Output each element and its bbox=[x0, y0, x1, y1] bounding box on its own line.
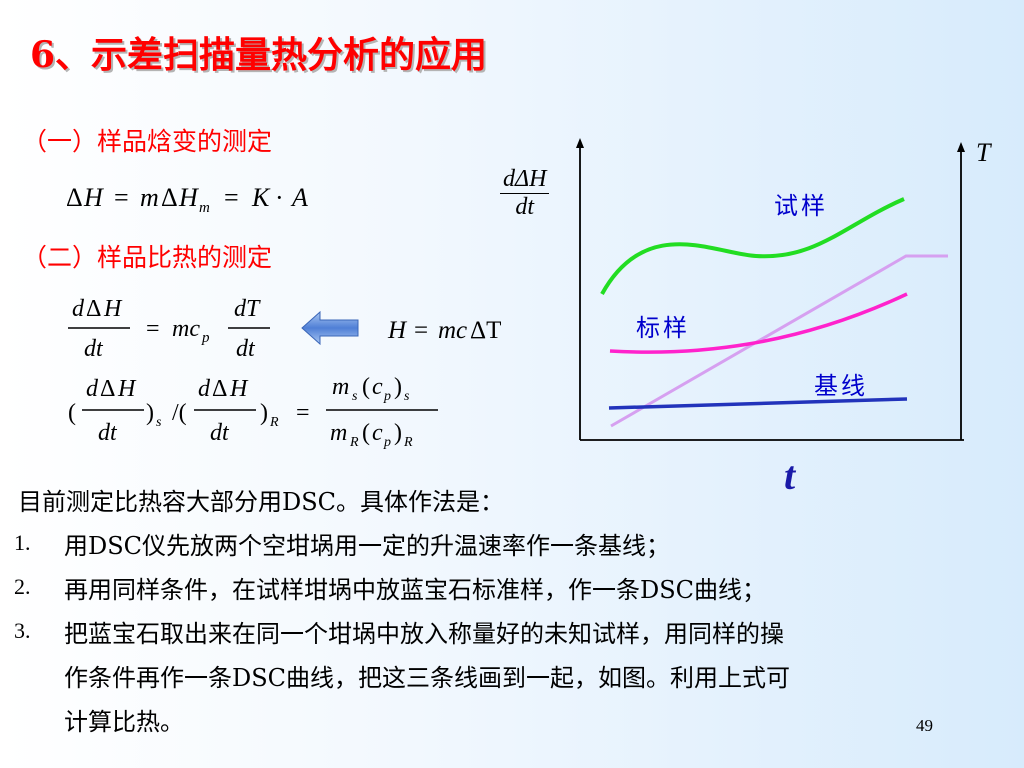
svg-text:s: s bbox=[156, 415, 162, 430]
svg-text:dt: dt bbox=[84, 336, 104, 362]
svg-text:dT: dT bbox=[234, 296, 261, 322]
equation-ratio-graphic: ( d Δ H dt ) s /( d Δ H dt ) R = m s ( c… bbox=[68, 374, 438, 450]
svg-text:m: m bbox=[330, 420, 347, 446]
svg-text:H: H bbox=[117, 376, 137, 402]
svg-text:s: s bbox=[352, 389, 358, 404]
svg-text:·: · bbox=[275, 183, 284, 212]
svg-text:m: m bbox=[332, 374, 349, 400]
svg-text:=: = bbox=[224, 183, 239, 212]
step-text-continued: 计算比热。 bbox=[64, 708, 184, 736]
svg-text:(: ( bbox=[362, 420, 370, 446]
svg-text:mc: mc bbox=[438, 317, 467, 344]
svg-text:Δ: Δ bbox=[66, 183, 83, 212]
svg-text:dt: dt bbox=[236, 336, 256, 362]
svg-text:Δ: Δ bbox=[100, 376, 115, 402]
svg-text:): ) bbox=[146, 400, 154, 426]
step-text: 把蓝宝石取出来在同一个坩埚中放入称量好的未知试样，用同样的操 bbox=[64, 620, 784, 648]
y-axis-right-arrow-icon bbox=[957, 142, 965, 152]
page-number: 49 bbox=[916, 716, 933, 735]
equation-ratio: ( d Δ H dt ) s /( d Δ H dt ) R = m s ( c… bbox=[64, 370, 454, 464]
curve-label-standard: 标样 bbox=[636, 314, 690, 342]
svg-text:m: m bbox=[199, 200, 210, 216]
svg-text:R: R bbox=[269, 415, 279, 430]
intro-text: 目前测定比热容大部分用DSC。具体作法是： bbox=[18, 488, 505, 516]
left-arrow-icon bbox=[300, 310, 362, 350]
equation-enthalpy-graphic: Δ H = m Δ H m = K · A bbox=[66, 183, 308, 216]
svg-text:H: H bbox=[229, 376, 249, 402]
svg-text:Δ: Δ bbox=[86, 296, 101, 322]
svg-text:H: H bbox=[103, 296, 123, 322]
step-text: 用DSC仪先放两个空坩埚用一定的升温速率作一条基线； bbox=[64, 532, 671, 560]
svg-text:): ) bbox=[394, 420, 402, 446]
svg-text:Δ: Δ bbox=[212, 376, 227, 402]
svg-text:(: ( bbox=[68, 400, 76, 426]
svg-text:=: = bbox=[146, 316, 160, 342]
svg-text:ΔT: ΔT bbox=[470, 317, 501, 344]
step-text: 再用同样条件，在试样坩埚中放蓝宝石标准样，作一条DSC曲线； bbox=[64, 576, 767, 604]
svg-text:R: R bbox=[349, 435, 359, 450]
svg-text:/(: /( bbox=[172, 400, 187, 426]
svg-text:c: c bbox=[372, 374, 383, 400]
step-number: 3. bbox=[14, 618, 31, 643]
svg-text:R: R bbox=[403, 435, 413, 450]
dsc-curves-diagram bbox=[496, 134, 996, 498]
step-number: 1. bbox=[14, 530, 31, 555]
page-title: 6、示差扫描量热分析的应用 bbox=[30, 34, 488, 76]
svg-text:c: c bbox=[372, 420, 383, 446]
svg-text:A: A bbox=[290, 183, 308, 212]
svg-text:d: d bbox=[198, 376, 211, 402]
svg-text:p: p bbox=[383, 435, 391, 450]
svg-text:Δ: Δ bbox=[161, 183, 178, 212]
temperature-line bbox=[610, 254, 948, 428]
svg-text:=: = bbox=[114, 183, 129, 212]
y-axis-left-label-num: dΔH bbox=[500, 166, 550, 194]
equation-heat-simple: H = mc ΔT bbox=[386, 312, 546, 354]
step-number: 2. bbox=[14, 574, 31, 599]
svg-text:): ) bbox=[260, 400, 268, 426]
y-axis-left-arrow-icon bbox=[576, 138, 584, 148]
baseline-curve bbox=[608, 397, 908, 410]
y-axis-left-label: dΔH dt bbox=[500, 166, 550, 221]
section-heading-specific-heat: （二）样品比热的测定 bbox=[22, 243, 273, 272]
svg-text:=: = bbox=[414, 317, 428, 344]
svg-text:m: m bbox=[140, 183, 159, 212]
equation-enthalpy: Δ H = m Δ H m = K · A bbox=[62, 176, 362, 222]
curve-label-baseline: 基线 bbox=[814, 372, 868, 400]
step-text-continued: 作条件再作一条DSC曲线，把这三条线画到一起，如图。利用上式可 bbox=[64, 664, 791, 692]
svg-text:(: ( bbox=[362, 374, 370, 400]
equation-heat-flow-graphic: d Δ H dt = mc p dT dt bbox=[68, 296, 270, 362]
dsc-diagram-svg bbox=[576, 138, 965, 441]
svg-text:s: s bbox=[404, 389, 410, 404]
equation-heat-simple-graphic: H = mc ΔT bbox=[387, 317, 501, 344]
section-heading-enthalpy: （一）样品焓变的测定 bbox=[22, 127, 273, 156]
svg-text:H: H bbox=[178, 183, 199, 212]
equation-heat-flow: d Δ H dt = mc p dT dt bbox=[64, 290, 284, 374]
svg-text:=: = bbox=[296, 400, 310, 426]
x-axis-label: t bbox=[784, 453, 796, 498]
svg-text:dt: dt bbox=[210, 420, 230, 446]
svg-text:H: H bbox=[387, 317, 408, 344]
svg-text:): ) bbox=[394, 374, 402, 400]
svg-text:d: d bbox=[72, 296, 85, 322]
curve-label-sample: 试样 bbox=[774, 192, 828, 220]
svg-text:p: p bbox=[201, 330, 210, 346]
y-axis-left-label-den: dt bbox=[515, 194, 535, 220]
y-axis-right-label: T bbox=[976, 138, 991, 167]
svg-text:dt: dt bbox=[98, 420, 118, 446]
svg-text:mc: mc bbox=[172, 316, 200, 342]
svg-text:d: d bbox=[86, 376, 99, 402]
sample-curve bbox=[600, 197, 905, 295]
svg-text:K: K bbox=[251, 183, 271, 212]
svg-text:p: p bbox=[383, 389, 391, 404]
svg-text:H: H bbox=[83, 183, 104, 212]
standard-curve bbox=[609, 292, 908, 354]
